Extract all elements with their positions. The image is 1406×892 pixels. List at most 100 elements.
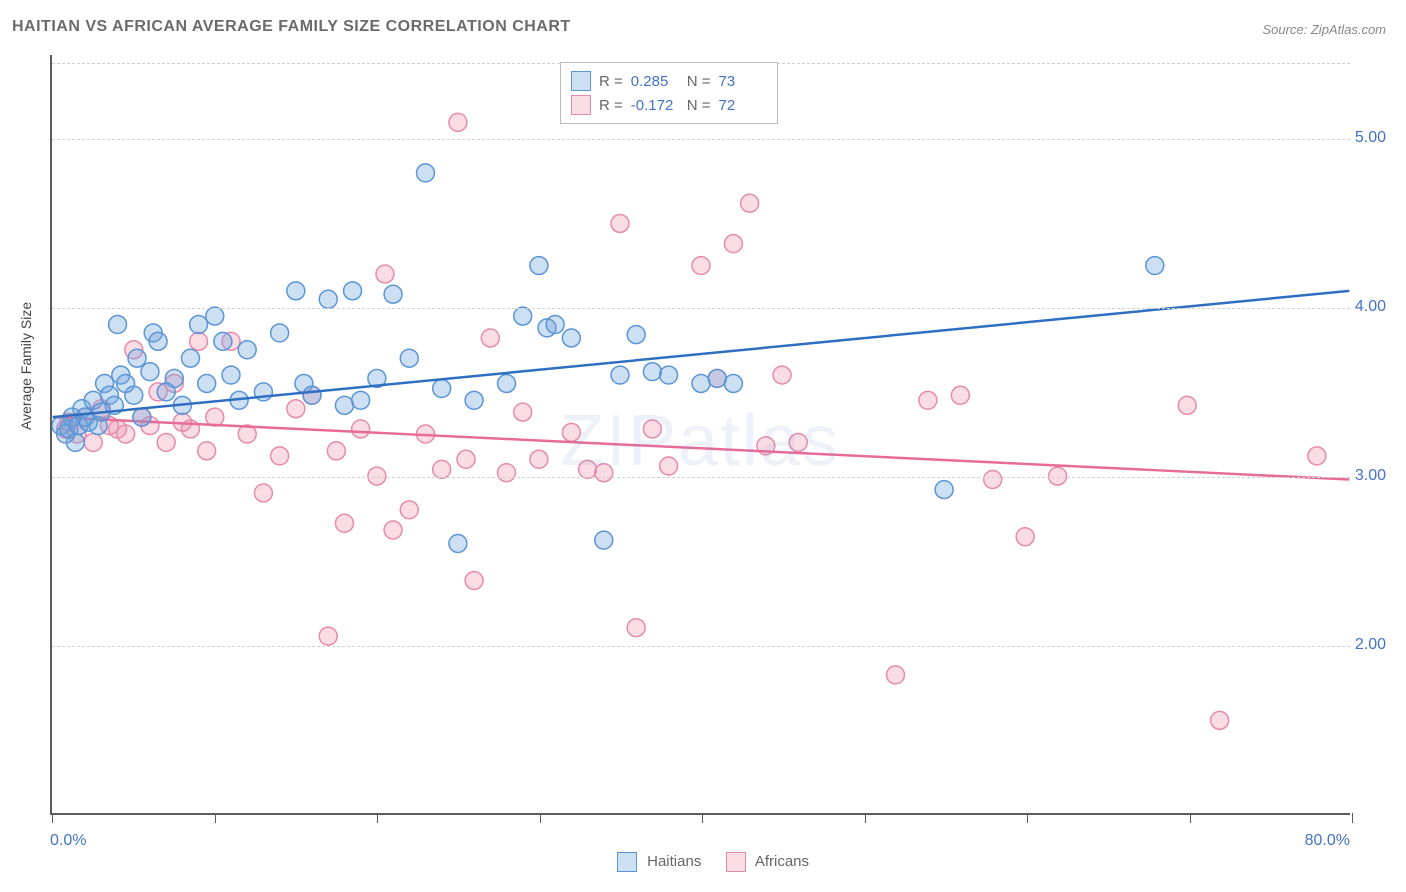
data-point — [789, 433, 807, 451]
x-tick — [865, 813, 866, 823]
stats-row-b: R = -0.172 N = 72 — [571, 93, 767, 117]
data-point — [384, 285, 402, 303]
data-point — [128, 349, 146, 367]
x-max-label: 80.0% — [1305, 832, 1350, 850]
data-point — [319, 627, 337, 645]
legend-swatch-b — [571, 95, 591, 115]
data-point — [433, 460, 451, 478]
data-point — [141, 363, 159, 381]
data-point — [198, 374, 216, 392]
data-point — [165, 369, 183, 387]
r-label-a: R = — [599, 73, 623, 90]
data-point — [335, 396, 353, 414]
stats-legend: R = 0.285 N = 73 R = -0.172 N = 72 — [560, 62, 778, 124]
data-point — [133, 408, 151, 426]
data-point — [984, 471, 1002, 489]
data-point — [457, 450, 475, 468]
data-point — [271, 324, 289, 342]
data-point — [352, 391, 370, 409]
chart-plot-area — [50, 55, 1350, 815]
data-point — [433, 380, 451, 398]
x-tick — [702, 813, 703, 823]
footer-swatch-a — [617, 852, 637, 872]
data-point — [935, 481, 953, 499]
data-point — [660, 457, 678, 475]
data-point — [1308, 447, 1326, 465]
n-value-b: 72 — [719, 97, 767, 114]
data-point — [149, 332, 167, 350]
x-tick — [52, 813, 53, 823]
data-point — [327, 442, 345, 460]
data-point — [627, 619, 645, 637]
data-point — [66, 433, 84, 451]
data-point — [530, 257, 548, 275]
grid-line — [52, 139, 1350, 140]
data-point — [627, 326, 645, 344]
y-tick-label: 4.00 — [1355, 298, 1386, 316]
y-tick-label: 2.00 — [1355, 636, 1386, 654]
data-point — [287, 282, 305, 300]
data-point — [530, 450, 548, 468]
x-tick — [1190, 813, 1191, 823]
x-tick — [377, 813, 378, 823]
data-point — [400, 349, 418, 367]
data-point — [773, 366, 791, 384]
data-point — [449, 113, 467, 131]
x-tick — [1352, 813, 1353, 823]
data-point — [319, 290, 337, 308]
data-point — [724, 235, 742, 253]
data-point — [1049, 467, 1067, 485]
data-point — [190, 332, 208, 350]
data-point — [951, 386, 969, 404]
data-point — [117, 425, 135, 443]
data-point — [214, 332, 232, 350]
data-point — [1211, 711, 1229, 729]
data-point — [481, 329, 499, 347]
footer-swatch-b — [726, 852, 746, 872]
data-point — [579, 460, 597, 478]
data-point — [190, 316, 208, 334]
data-point — [271, 447, 289, 465]
data-point — [384, 521, 402, 539]
data-point — [692, 374, 710, 392]
data-point — [498, 464, 516, 482]
x-tick — [1027, 813, 1028, 823]
data-point — [109, 316, 127, 334]
data-point — [449, 535, 467, 553]
x-tick — [215, 813, 216, 823]
r-value-b: -0.172 — [631, 97, 679, 114]
data-point — [1146, 257, 1164, 275]
y-axis-label: Average Family Size — [18, 302, 34, 430]
data-point — [335, 514, 353, 532]
data-point — [352, 420, 370, 438]
y-tick-label: 3.00 — [1355, 467, 1386, 485]
data-point — [643, 420, 661, 438]
data-point — [887, 666, 905, 684]
data-point — [84, 433, 102, 451]
trend-line — [53, 417, 1350, 479]
data-point — [400, 501, 418, 519]
data-point — [514, 403, 532, 421]
n-label-a: N = — [687, 73, 711, 90]
data-point — [498, 374, 516, 392]
grid-line — [52, 477, 1350, 478]
grid-line — [52, 308, 1350, 309]
data-point — [1016, 528, 1034, 546]
stats-row-a: R = 0.285 N = 73 — [571, 69, 767, 93]
data-point — [1178, 396, 1196, 414]
n-label-b: N = — [687, 97, 711, 114]
y-tick-label: 5.00 — [1355, 129, 1386, 147]
data-point — [546, 316, 564, 334]
data-point — [344, 282, 362, 300]
data-point — [303, 386, 321, 404]
data-point — [376, 265, 394, 283]
data-point — [708, 369, 726, 387]
data-point — [222, 366, 240, 384]
n-value-a: 73 — [719, 73, 767, 90]
legend-swatch-a — [571, 71, 591, 91]
data-point — [562, 329, 580, 347]
data-point — [692, 257, 710, 275]
data-point — [368, 467, 386, 485]
footer-label-a: Haitians — [647, 853, 701, 870]
data-point — [595, 531, 613, 549]
